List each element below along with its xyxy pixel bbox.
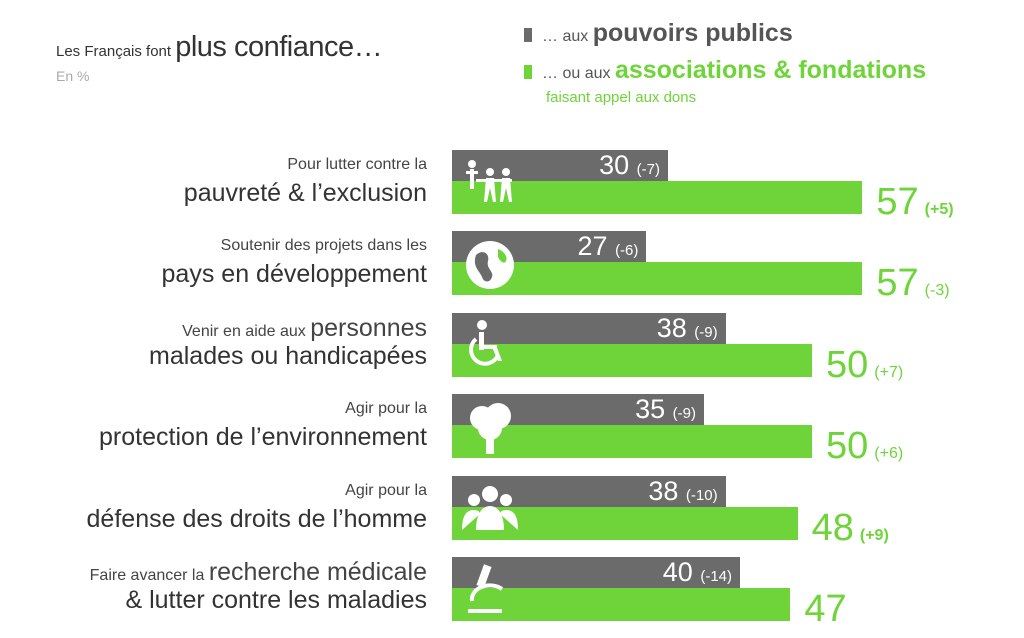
tree-icon xyxy=(470,403,511,455)
row-label-large: pauvreté & l’exclusion xyxy=(183,179,427,207)
row-labels: Soutenir des projets dans les pays en dé… xyxy=(162,233,427,289)
value-assoc-number: 47 xyxy=(804,588,847,630)
value-public-number: 38 xyxy=(648,475,679,506)
legend-public-prefix: … aux xyxy=(542,28,589,45)
legend-swatch-assoc xyxy=(524,65,532,79)
row-label-small-text: Pour lutter contre la xyxy=(287,156,427,173)
chart-row: Agir pour la défense des droits de l’hom… xyxy=(0,475,1024,557)
value-public-number: 38 xyxy=(656,312,687,343)
value-public-number: 40 xyxy=(662,557,693,587)
value-public-number: 35 xyxy=(635,394,666,425)
bar-assoc xyxy=(452,181,863,214)
value-public-change: (-7) xyxy=(636,161,660,178)
row-label-large: défense des droits de l’homme xyxy=(86,504,427,533)
value-assoc-change: (-3) xyxy=(924,282,950,300)
value-assoc: 57 (-3) xyxy=(862,262,949,312)
row-label-small-emphasis: personnes xyxy=(310,313,427,342)
value-public-number: 30 xyxy=(599,150,630,180)
row-label-small-text: Agir pour la xyxy=(345,400,427,418)
row-label-large: pays en développement xyxy=(161,260,427,289)
legend-assoc-prefix: … ou aux xyxy=(542,65,611,82)
row-label-large: protection de l’environnement xyxy=(99,423,427,452)
value-assoc: 48 (+9) xyxy=(798,507,889,557)
value-public: 38 (-9) xyxy=(657,313,726,348)
row-label-large: & lutter contre les maladies xyxy=(125,586,427,614)
value-assoc-change: (+5) xyxy=(924,201,954,218)
bar-public xyxy=(452,150,668,181)
value-public: 35 (-9) xyxy=(635,394,704,429)
row-labels: Agir pour la protection de l’environneme… xyxy=(99,396,427,452)
row-labels: Pour lutter contre la pauvreté & l’exclu… xyxy=(184,152,427,208)
unit-label: En % xyxy=(56,68,90,84)
value-public-change: (-6) xyxy=(615,242,639,260)
value-public-number: 27 xyxy=(577,231,608,262)
value-assoc-number: 57 xyxy=(876,262,919,305)
value-public-change: (-10) xyxy=(685,486,718,504)
chart-row: Faire avancer la recherche médicale & lu… xyxy=(0,557,1024,637)
bar-assoc xyxy=(452,262,863,296)
row-label-small: Soutenir des projets dans les xyxy=(221,233,427,259)
bar-assoc xyxy=(452,425,812,459)
value-assoc-number: 48 xyxy=(811,506,854,549)
value-public: 38 (-10) xyxy=(648,476,725,511)
title-prefix: Les Français font xyxy=(56,43,172,60)
row-labels: Venir en aide aux personnes malades ou h… xyxy=(149,315,427,371)
legend-assoc: … ou aux associations & fondations xyxy=(524,55,926,89)
value-assoc: 50 (+6) xyxy=(812,425,903,475)
bar-public xyxy=(452,557,740,588)
value-public-change: (-9) xyxy=(672,405,696,423)
chart-row: Soutenir des projets dans les pays en dé… xyxy=(0,231,1024,311)
value-public-change: (-14) xyxy=(700,568,732,585)
row-label-small-emphasis: recherche médicale xyxy=(208,558,427,586)
crowd-icon xyxy=(462,485,518,530)
value-assoc-change: (+9) xyxy=(859,526,889,544)
bar-assoc xyxy=(452,343,812,377)
row-label-small: Agir pour la xyxy=(345,396,427,422)
value-assoc-number: 57 xyxy=(876,181,919,223)
row-label-small-text: Faire avancer la xyxy=(89,567,205,584)
value-assoc: 57 (+5) xyxy=(862,181,953,231)
value-assoc-number: 50 xyxy=(826,343,869,386)
row-labels: Agir pour la défense des droits de l’hom… xyxy=(87,478,427,534)
bar-public xyxy=(452,312,726,344)
value-assoc: 50 (+7) xyxy=(812,344,903,394)
value-assoc-change: (+7) xyxy=(874,363,904,381)
legend-assoc-sub: faisant appel aux dons xyxy=(546,89,697,106)
chart-row: Pour lutter contre la pauvreté & l’exclu… xyxy=(0,150,1024,230)
row-labels: Faire avancer la recherche médicale & lu… xyxy=(90,559,427,615)
row-label-small: Pour lutter contre la xyxy=(287,152,427,178)
value-assoc-number: 50 xyxy=(826,425,869,468)
row-label-small-text: Soutenir des projets dans les xyxy=(220,237,427,255)
legend-public: … aux pouvoirs publics xyxy=(524,18,793,52)
row-label-small-text: Venir en aide aux xyxy=(182,322,306,340)
chart-title: Les Français font plus confiance… xyxy=(56,30,383,69)
value-public: 30 (-7) xyxy=(599,150,668,185)
people-icon xyxy=(466,160,512,202)
value-public: 40 (-14) xyxy=(663,557,740,592)
microscope-icon xyxy=(468,564,504,613)
value-assoc: 47 xyxy=(790,588,852,638)
legend-assoc-label: associations & fondations xyxy=(614,56,927,84)
value-public-change: (-9) xyxy=(694,323,718,341)
row-label-large: malades ou handicapées xyxy=(149,341,427,370)
row-label-small: Faire avancer la recherche médicale xyxy=(90,559,427,585)
globe-icon xyxy=(466,241,514,290)
legend-swatch-public xyxy=(524,28,532,42)
title-main: plus confiance… xyxy=(175,31,383,63)
row-label-small-text: Agir pour la xyxy=(345,481,427,499)
value-public: 27 (-6) xyxy=(578,231,647,266)
chart-row: Agir pour la protection de l’environneme… xyxy=(0,394,1024,474)
chart-row: Venir en aide aux personnes malades ou h… xyxy=(0,312,1024,394)
row-label-small: Venir en aide aux personnes xyxy=(182,315,427,341)
wheelchair-icon xyxy=(469,319,502,366)
row-label-small: Agir pour la xyxy=(345,478,427,504)
value-assoc-change: (+6) xyxy=(874,445,904,463)
legend-public-label: pouvoirs publics xyxy=(592,19,793,47)
